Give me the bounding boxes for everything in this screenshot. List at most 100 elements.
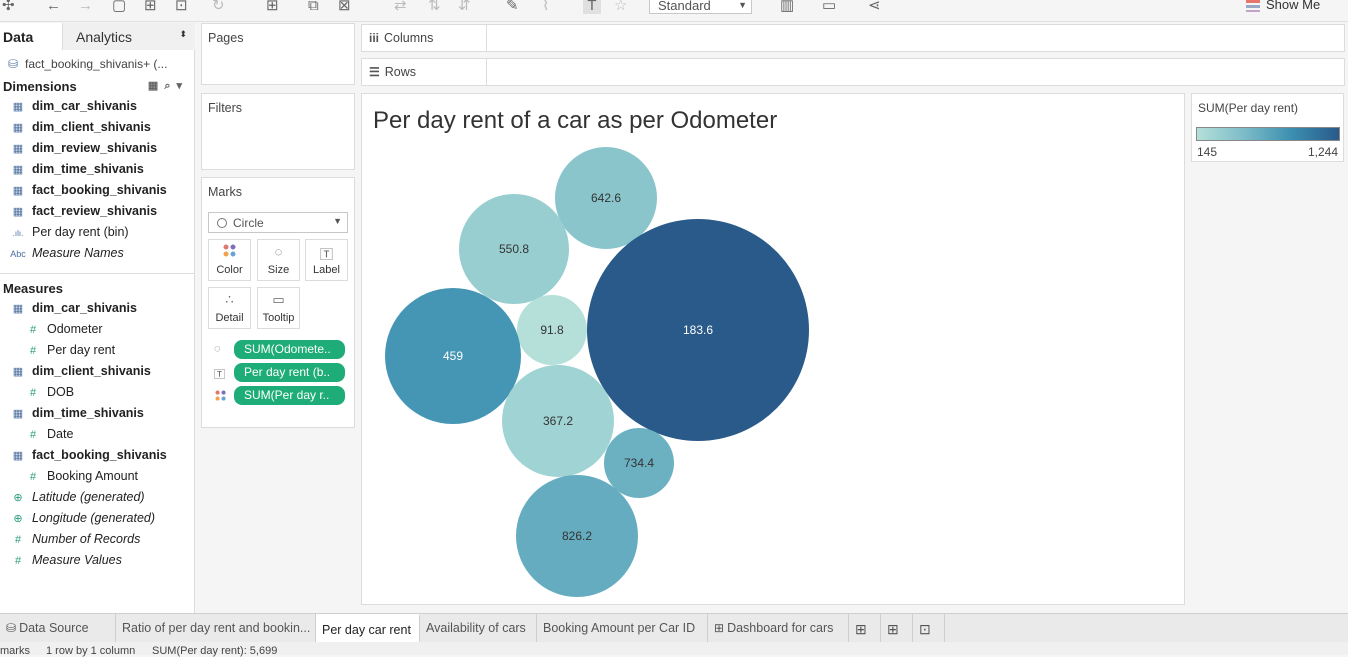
measure-item[interactable]: # DOB	[0, 382, 194, 403]
dimension-item[interactable]: Abc Measure Names	[0, 243, 194, 264]
table-icon: ▦	[12, 303, 24, 315]
tab-availability[interactable]: Availability of cars	[420, 614, 537, 642]
dimension-item[interactable]: ▦ fact_review_shivanis	[0, 201, 194, 222]
clear-sheet-icon[interactable]: ⊠	[338, 0, 351, 14]
status-sum: SUM(Per day rent): 5,699	[152, 645, 278, 657]
field-name: fact_review_shivanis	[32, 204, 158, 218]
field-name: fact_booking_shivanis	[32, 448, 167, 462]
dimension-item[interactable]: ▦ dim_time_shivanis	[0, 159, 194, 180]
bubble-mark[interactable]	[385, 288, 521, 424]
mark-pill[interactable]: SUM(Per day r..	[234, 386, 345, 405]
tab-data-source[interactable]: ⛁ Data Source	[0, 614, 116, 642]
measure-item[interactable]: # Number of Records	[0, 529, 194, 550]
filters-card[interactable]: Filters	[201, 93, 355, 170]
bubble-label: 91.8	[540, 323, 564, 337]
mark-pill[interactable]: Per day rent (b..	[234, 363, 345, 382]
measure-item[interactable]: ▦ dim_car_shivanis	[0, 298, 194, 319]
swap-icon[interactable]: ⇄	[394, 0, 407, 14]
tooltip-button[interactable]: ▭ Tooltip	[257, 287, 300, 329]
tab-ratio-sheet[interactable]: Ratio of per day rent and bookin...	[116, 614, 316, 642]
measure-item[interactable]: # Booking Amount	[0, 466, 194, 487]
tab-data[interactable]: Data	[0, 23, 62, 50]
measure-item[interactable]: ▦ fact_booking_shivanis	[0, 445, 194, 466]
bubble-mark[interactable]	[604, 428, 674, 498]
measure-item[interactable]: ▦ dim_time_shivanis	[0, 403, 194, 424]
bubble-label: 459	[443, 349, 463, 363]
bubble-label: 642.6	[591, 191, 621, 205]
bubble-mark[interactable]	[502, 365, 614, 477]
color-button[interactable]: Color	[208, 239, 251, 281]
rows-shelf[interactable]: ☰ Rows	[361, 58, 1345, 86]
measure-item[interactable]: # Odometer	[0, 319, 194, 340]
field-name: Measure Values	[32, 553, 122, 567]
dimensions-list: ▦ dim_car_shivanis ▦ dim_client_shivanis ▦ di…	[0, 96, 194, 264]
size-icon: ◌	[214, 343, 221, 355]
bubble-mark[interactable]	[587, 219, 809, 441]
columns-shelf[interactable]: iii Columns	[361, 24, 1345, 52]
new-worksheet-icon[interactable]: ⊞	[266, 0, 279, 14]
pin-icon[interactable]: ☆	[614, 0, 628, 14]
dimension-item[interactable]: ▦ dim_client_shivanis	[0, 117, 194, 138]
tab-booking-amount[interactable]: Booking Amount per Car ID	[537, 614, 708, 642]
measure-item[interactable]: ⊕ Latitude (generated)	[0, 487, 194, 508]
measures-header: Measures	[0, 278, 194, 298]
measure-item[interactable]: ⊕ Longitude (generated)	[0, 508, 194, 529]
measure-item[interactable]: # Date	[0, 424, 194, 445]
globe-icon: ⊕	[13, 492, 23, 504]
color-legend[interactable]: SUM(Per day rent) 145 1,244	[1191, 93, 1344, 162]
share-icon[interactable]: ⋖	[868, 0, 881, 14]
measure-item[interactable]: ▦ dim_client_shivanis	[0, 361, 194, 382]
show-labels-icon[interactable]: T	[583, 0, 601, 14]
number-icon: #	[29, 387, 37, 399]
undo-icon[interactable]: ←	[46, 0, 61, 14]
save-icon[interactable]: ▢	[112, 0, 127, 14]
new-story-button[interactable]: ⊡	[913, 614, 945, 642]
marks-card: Marks Circle ▼ Color ◌ Size 🅃 Label ∴ De…	[201, 177, 355, 428]
field-name: Longitude (generated)	[32, 511, 156, 525]
bubble-mark[interactable]	[517, 295, 587, 365]
bubble-chart[interactable]: 642.6 550.8 91.8 183.6 459 367.2 734.4 826.2	[362, 94, 1184, 604]
measure-item[interactable]: # Per day rent	[0, 340, 194, 361]
dimension-item[interactable]: ▦ dim_review_shivanis	[0, 138, 194, 159]
data-source-item[interactable]: ⛁ fact_booking_shivanis+ (...	[0, 50, 194, 76]
tab-label: Booking Amount per Car ID	[543, 621, 696, 635]
size-icon: ◌	[274, 244, 283, 259]
tableau-logo-icon[interactable]: ✣	[2, 0, 15, 14]
sort-desc-icon[interactable]: ⇵	[458, 0, 471, 14]
pages-card[interactable]: Pages	[201, 23, 355, 85]
measure-item[interactable]: # Measure Values	[0, 550, 194, 571]
label-button[interactable]: 🅃 Label	[305, 239, 348, 281]
group-icon[interactable]: ⌇	[542, 0, 550, 14]
viz-canvas[interactable]: Per day rent of a car as per Odometer 64…	[361, 93, 1185, 605]
tab-dashboard[interactable]: ⊞ Dashboard for cars	[708, 614, 849, 642]
duplicate-icon[interactable]: ⧉	[308, 0, 319, 14]
refresh-icon[interactable]: ↻	[212, 0, 225, 14]
dimension-item[interactable]: ▦ dim_car_shivanis	[0, 96, 194, 117]
rows-label-cell: ☰ Rows	[362, 59, 487, 85]
show-me-button[interactable]: Show Me	[1246, 0, 1320, 12]
pause-updates-icon[interactable]: ⊡	[175, 0, 188, 14]
view-size-select[interactable]: Standard ▼	[649, 0, 752, 14]
mark-pill[interactable]: SUM(Odomete..	[234, 340, 345, 359]
new-datasource-icon[interactable]: ⊞	[144, 0, 157, 14]
dimension-item[interactable]: .ılı. Per day rent (bin)	[0, 222, 194, 243]
bubble-mark[interactable]	[555, 147, 657, 249]
detail-button[interactable]: ∴ Detail	[208, 287, 251, 329]
sort-asc-icon[interactable]: ⇅	[428, 0, 441, 14]
new-worksheet-button[interactable]: ⊞	[849, 614, 881, 642]
dimension-item[interactable]: ▦ fact_booking_shivanis	[0, 180, 194, 201]
new-dashboard-button[interactable]: ⊞	[881, 614, 913, 642]
tab-analytics[interactable]: Analytics ⬍	[62, 23, 195, 50]
highlight-icon[interactable]: ✎	[506, 0, 519, 14]
size-button[interactable]: ◌ Size	[257, 239, 300, 281]
tab-per-day-car-rent[interactable]: Per day car rent	[316, 614, 420, 642]
redo-icon[interactable]: →	[78, 0, 93, 14]
show-cards-icon[interactable]: ▥	[780, 0, 795, 14]
bin-icon: .ılı.	[12, 229, 24, 238]
dimensions-tools[interactable]: ▦⌕▾	[147, 80, 188, 92]
mark-type-select[interactable]: Circle ▼	[208, 212, 348, 233]
bubble-mark[interactable]	[516, 475, 638, 597]
presentation-icon[interactable]: ▭	[822, 0, 837, 14]
show-me-label: Show Me	[1266, 0, 1321, 12]
bubble-mark[interactable]	[459, 194, 569, 304]
